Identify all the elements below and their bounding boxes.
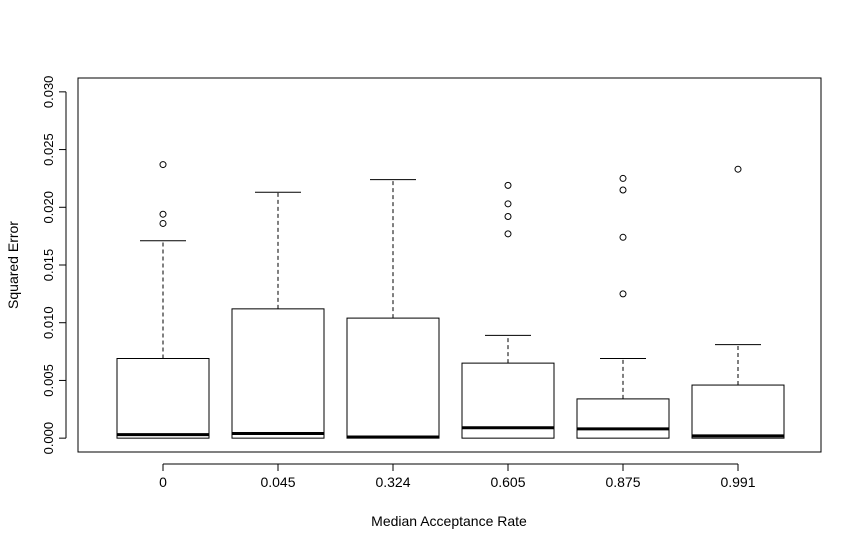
x-tick-label: 0.045 — [260, 474, 295, 490]
box-group — [346, 179, 440, 439]
y-tick-label: 0.015 — [41, 249, 56, 282]
box-group — [231, 191, 325, 439]
outlier-point — [159, 161, 167, 169]
box-group — [691, 165, 785, 439]
outlier-point — [504, 230, 512, 238]
outlier-point — [504, 181, 512, 189]
outlier-point — [619, 174, 627, 182]
box-group — [576, 174, 670, 439]
box-iqr — [116, 358, 210, 439]
y-tick-label: 0.030 — [41, 76, 56, 109]
plot-frame — [77, 77, 822, 453]
box-iqr — [346, 317, 440, 439]
outlier-point — [619, 186, 627, 194]
y-tick-label: 0.005 — [41, 364, 56, 397]
outlier-point — [504, 213, 512, 221]
x-tick-label: 0.605 — [490, 474, 525, 490]
y-axis: 0.000 0.005 0.010 0.015 0.020 0.025 0.030 — [41, 76, 67, 455]
outlier-point — [619, 233, 627, 241]
box-group — [461, 181, 555, 439]
x-tick-label: 0 — [159, 474, 167, 490]
x-tick-label: 0.991 — [720, 474, 755, 490]
outlier-point — [619, 290, 627, 298]
box-iqr — [461, 362, 555, 439]
x-tick-label: 0.324 — [375, 474, 410, 490]
y-tick-label: 0.020 — [41, 191, 56, 224]
outlier-point — [159, 219, 167, 227]
outlier-point — [159, 210, 167, 218]
outlier-point — [504, 200, 512, 208]
x-axis: 0 0.045 0.324 0.605 0.875 0.991 — [159, 463, 756, 490]
x-tick-label: 0.875 — [605, 474, 640, 490]
y-tick-label: 0.000 — [41, 422, 56, 455]
box-group — [116, 161, 210, 439]
box-iqr — [576, 398, 670, 439]
y-tick-label: 0.010 — [41, 306, 56, 339]
x-axis-label: Median Acceptance Rate — [371, 513, 527, 529]
boxes-layer — [116, 161, 785, 439]
box-iqr — [231, 308, 325, 439]
y-axis-label: Squared Error — [5, 221, 21, 309]
y-tick-label: 0.025 — [41, 133, 56, 166]
box-iqr — [691, 384, 785, 439]
outlier-point — [734, 165, 742, 173]
